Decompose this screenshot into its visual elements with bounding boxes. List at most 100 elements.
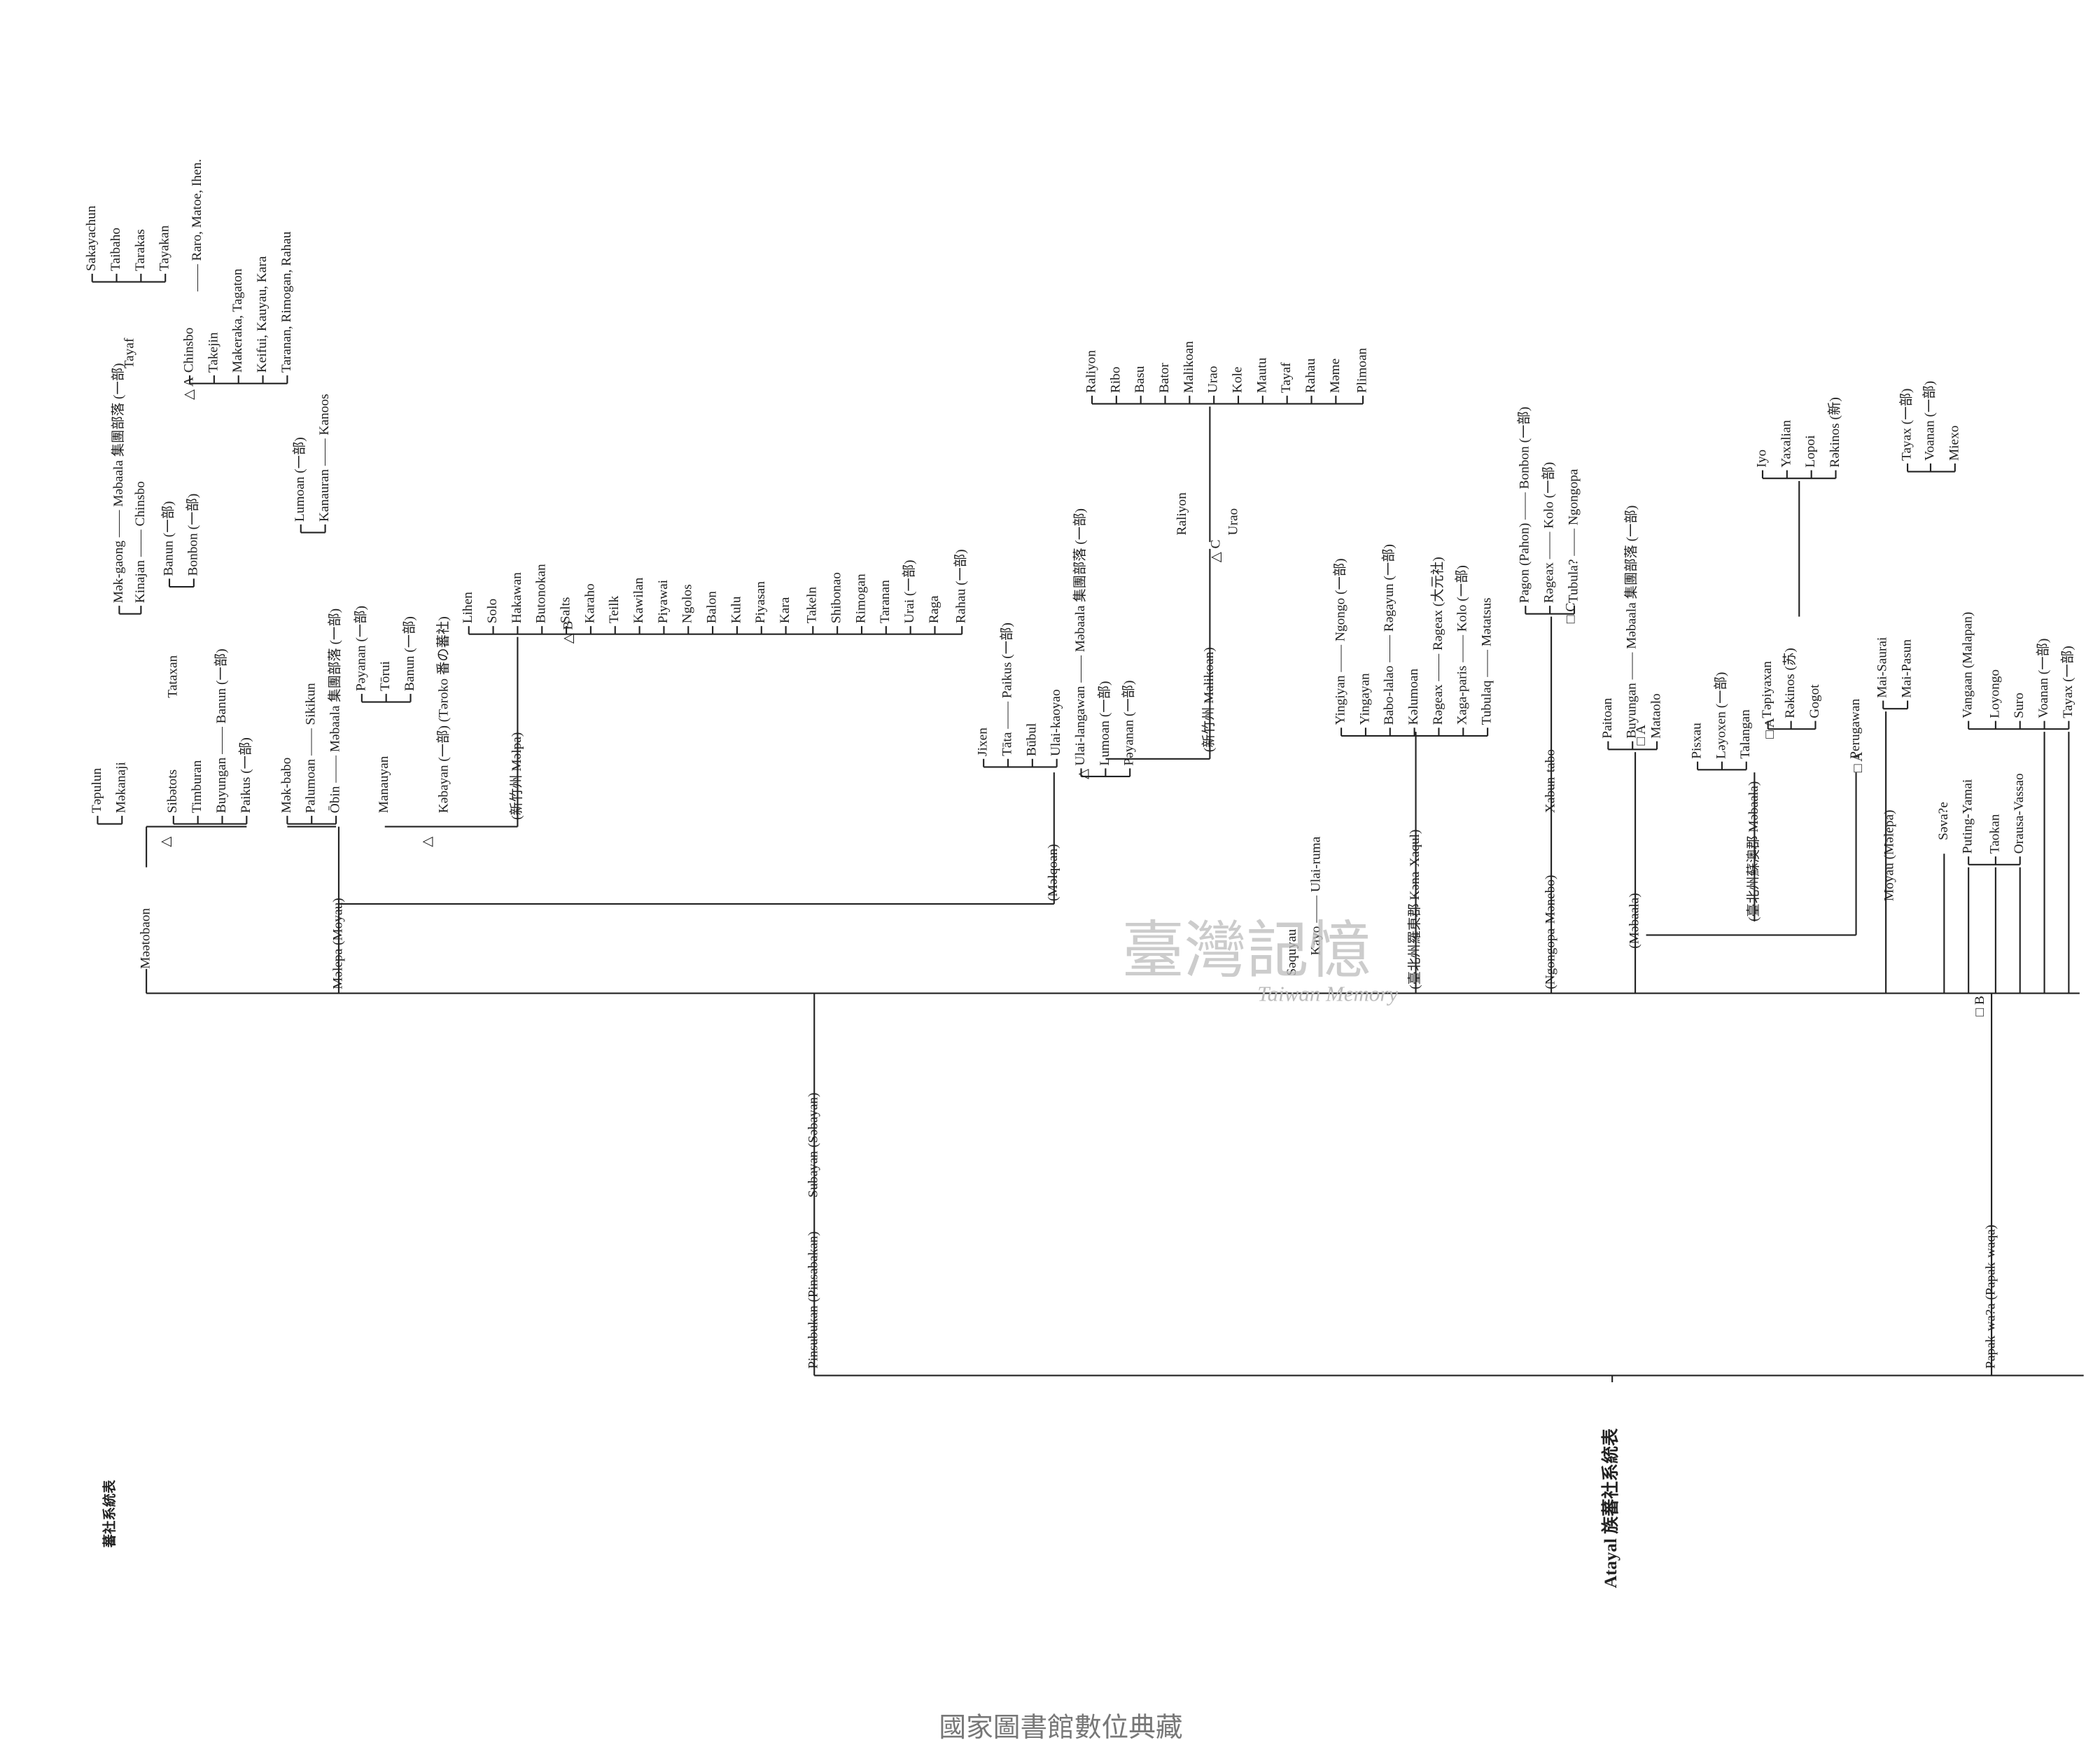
label: Suro bbox=[2012, 692, 2026, 718]
label: Taokan bbox=[1987, 814, 2002, 854]
label: Lumoan (一部) bbox=[1097, 681, 1112, 766]
label: □ C bbox=[1564, 603, 1578, 623]
label: △ bbox=[1076, 769, 1091, 779]
label: Babo-lalao —— Rәgayun (一部) bbox=[1381, 544, 1396, 725]
label: Taranan bbox=[878, 580, 892, 623]
label: Tataxan bbox=[165, 655, 180, 697]
label: Mәk-babo bbox=[279, 758, 294, 814]
label: Rahau bbox=[1303, 359, 1318, 394]
label: □ A bbox=[1634, 725, 1648, 745]
label: —— Raro, Matoe, Ihen. bbox=[190, 159, 204, 292]
label: Yingayan bbox=[1357, 673, 1372, 725]
label: Kara bbox=[778, 597, 792, 623]
label: Banun (一部) bbox=[160, 501, 176, 576]
label: Iyo bbox=[1754, 450, 1769, 468]
label: Bator bbox=[1157, 363, 1172, 394]
label: Mәlepa (Moyau) bbox=[330, 898, 345, 989]
label: Rәgeax —— Kolo (一部) bbox=[1541, 462, 1557, 603]
label: Pәyanan (一部) bbox=[1121, 681, 1137, 766]
label: Plimoan bbox=[1355, 347, 1370, 393]
label: Rәkinos (苏) bbox=[1782, 648, 1798, 718]
label: Lәyoxen (一部) bbox=[1713, 672, 1728, 759]
labels: Mәәtobaon Tәpulun Mәkanaji Mәk-gaong —— Mәb… bbox=[84, 159, 2076, 1369]
label: (臺北州羅東郡 Kәna-Xaqul) bbox=[1407, 829, 1422, 989]
label: Lumoan (一部) bbox=[292, 437, 307, 522]
label: Tayakan bbox=[158, 225, 172, 272]
label: Sakayachun bbox=[84, 205, 99, 271]
label: Tōrui bbox=[378, 661, 393, 691]
label: Tayaf bbox=[122, 337, 136, 368]
label: △ bbox=[420, 837, 435, 847]
watermark: 臺灣記憶 bbox=[1122, 914, 1371, 987]
label: (新竹州 Malikoan) bbox=[1201, 647, 1217, 752]
label: Tubulaq —— Mәtatsus bbox=[1480, 597, 1494, 725]
label: Voanan (一部) bbox=[1921, 381, 1937, 461]
label: Basu bbox=[1133, 366, 1147, 393]
label: Keifui, Kauyau, Kara bbox=[255, 256, 270, 373]
label: Tәpulun bbox=[90, 767, 104, 813]
label: Pagon (Pahon) —— Bonbon (一部) bbox=[1517, 407, 1532, 603]
label: Kinajan —— Chinsbo bbox=[133, 481, 148, 603]
label: Jixen bbox=[976, 728, 990, 756]
label: Paitoan bbox=[1600, 697, 1615, 738]
label: □ A bbox=[1851, 752, 1865, 772]
label: Raliyon bbox=[1084, 350, 1098, 394]
label: Mәk-gaong —— Mәbaala 集團部落 (一部) bbox=[111, 363, 126, 603]
label: Raga bbox=[927, 595, 941, 623]
label: Paikus (一部) bbox=[238, 737, 253, 813]
label: △ A bbox=[181, 377, 196, 400]
label: Ribo bbox=[1108, 367, 1123, 394]
label: Kanauran —— Kanoos bbox=[317, 394, 332, 522]
label: Kayo —— Ulai-ruma bbox=[1309, 836, 1324, 955]
label: Miexo bbox=[1947, 426, 1961, 461]
label: (Mәbaala) bbox=[1628, 893, 1642, 948]
label: Papak-wa?a (Papak-waqa) bbox=[1984, 1225, 1998, 1369]
label: Tәpiyaxan bbox=[1760, 661, 1774, 718]
label: Perugawan bbox=[1848, 699, 1863, 759]
label: Kawilan bbox=[631, 577, 646, 623]
label: Karaho bbox=[582, 583, 597, 623]
label: Taranan, Rimogan, Rahau bbox=[279, 231, 294, 373]
label: △ bbox=[159, 837, 174, 847]
label: Kәlumoan bbox=[1406, 669, 1421, 725]
label: Mәkanaji bbox=[114, 762, 129, 813]
label: Solo bbox=[485, 599, 500, 623]
label: Tarakas bbox=[133, 229, 148, 271]
label: Tubula? —— Ngongopa bbox=[1566, 468, 1581, 603]
label: Mataolo bbox=[1648, 693, 1663, 738]
label: Yaxalian bbox=[1779, 419, 1793, 467]
label: Shibonao bbox=[830, 572, 844, 623]
label: Orausa-Vassao bbox=[2012, 773, 2026, 854]
label: Kulu bbox=[729, 596, 743, 623]
label: Timburan bbox=[190, 760, 204, 813]
label: Buyungan —— Mәbaala 集團部落 (一部) bbox=[1624, 506, 1639, 739]
label: Hakawan bbox=[510, 572, 524, 623]
label: Rahau (一部) bbox=[953, 549, 969, 623]
label: Rәgeax —— Rәgeax (大元社) bbox=[1430, 557, 1446, 725]
label: Loyongo bbox=[1987, 669, 2002, 718]
title: Atayal 族蕃社系統表 bbox=[1600, 1428, 1620, 1588]
label: Palumoan —— Sikikun bbox=[304, 683, 318, 813]
label: Chinsbo bbox=[181, 328, 196, 373]
side-title: 蕃社系統表 bbox=[102, 1480, 118, 1548]
label: (Mәlqoan) bbox=[1046, 844, 1060, 901]
label: Takeln bbox=[805, 587, 820, 624]
label: Tayax (一部) bbox=[2060, 646, 2076, 718]
label: △ C bbox=[1208, 540, 1223, 563]
label: Balon bbox=[705, 591, 720, 624]
label: Urai (一部) bbox=[902, 559, 917, 623]
label: Raliyon bbox=[1175, 492, 1189, 536]
label: Makeraka, Tagaton bbox=[230, 268, 245, 373]
label: Mәәtobaon bbox=[139, 907, 153, 968]
label: □ B bbox=[1973, 996, 1987, 1016]
label: Talangan bbox=[1738, 709, 1753, 759]
label: Bonbon (一部) bbox=[185, 494, 200, 576]
label: Kәbayan (一部) (Tәroko 番の蕃社) bbox=[435, 616, 451, 813]
trunk-lines bbox=[146, 406, 2084, 1383]
label: Mai-Saurai bbox=[1875, 637, 1890, 698]
label: (Ngongopa-Mәnebo) bbox=[1544, 875, 1558, 989]
label: Urao bbox=[1226, 508, 1241, 536]
label: Malikoan bbox=[1182, 341, 1196, 393]
